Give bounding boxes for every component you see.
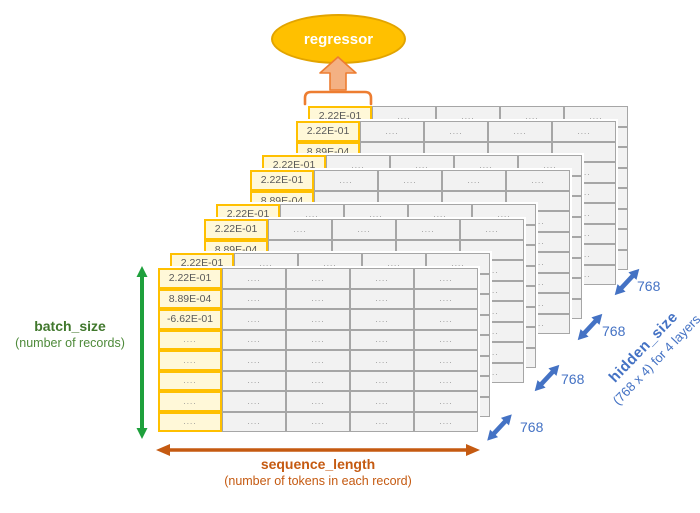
table-cell: ....: [488, 121, 552, 142]
table-cell: ....: [360, 121, 424, 142]
table-cell: ....: [350, 268, 414, 289]
sequence-length-arrow-icon: [156, 444, 480, 456]
table-cell: ....: [414, 329, 478, 350]
table-cell: ....: [332, 219, 396, 240]
table-cell: ....: [350, 329, 414, 350]
table-cell: 2.22E-01: [250, 170, 314, 191]
table-cell: ....: [350, 370, 414, 391]
table-cell: ....: [286, 370, 350, 391]
table-cell: ....: [314, 170, 378, 191]
table-cell: -6.62E-01: [158, 309, 222, 330]
dim-768-label: 768: [637, 278, 661, 294]
table-cell: ....: [414, 268, 478, 289]
dim-768-label: 768: [520, 419, 544, 435]
regressor-label: regressor: [303, 30, 374, 48]
hidden-size-title: hidden_size: [605, 308, 682, 387]
table-cell: ....: [414, 350, 478, 371]
hidden-state-table-front: 2.22E-01................ 8.89E-04........…: [156, 266, 480, 434]
table-cell: ....: [414, 288, 478, 309]
batch-size-title: batch_size: [34, 318, 106, 334]
table-cell: ....: [222, 411, 286, 432]
table-cell: 8.89E-04: [158, 288, 222, 309]
table-cell: ....: [222, 268, 286, 289]
table-cell: ....: [350, 391, 414, 412]
table-cell: ....: [424, 121, 488, 142]
dim-768-label: 768: [602, 323, 626, 339]
table-cell: ....: [158, 411, 222, 432]
table-cell: ....: [158, 329, 222, 350]
table-cell: ....: [350, 288, 414, 309]
sequence-length-title: sequence_length: [260, 456, 376, 472]
table-cell: ....: [414, 309, 478, 330]
dim-768-label: 768: [561, 371, 585, 387]
batch-size-arrow-icon: [136, 266, 148, 439]
hidden-size-label: hidden_size (768 x 4) for 4 layers: [574, 275, 700, 432]
table-cell: ....: [158, 370, 222, 391]
table-cell: ....: [286, 411, 350, 432]
table-cell: ....: [350, 309, 414, 330]
table-cell: 2.22E-01: [204, 219, 268, 240]
batch-size-label: batch_size (number of records): [0, 318, 140, 351]
table-cell: ....: [222, 309, 286, 330]
table-cell: ....: [414, 411, 478, 432]
table-cell: ....: [286, 268, 350, 289]
table-cell: ....: [552, 121, 616, 142]
bracket-icon: [303, 90, 373, 106]
table-cell: ....: [222, 391, 286, 412]
table-cell: ....: [158, 350, 222, 371]
table-cell: ....: [286, 309, 350, 330]
table-cell: ....: [414, 391, 478, 412]
table-cell: ....: [158, 391, 222, 412]
table-cell: 2.22E-01: [158, 268, 222, 289]
sequence-length-label: sequence_length (number of tokens in eac…: [150, 456, 486, 489]
table-cell: ....: [460, 219, 524, 240]
table-cell: ....: [396, 219, 460, 240]
table-cell: 2.22E-01: [296, 121, 360, 142]
sequence-length-subtitle: (number of tokens in each record): [224, 473, 412, 488]
table-cell: ....: [286, 350, 350, 371]
table-cell: ....: [222, 350, 286, 371]
table-cell: ....: [378, 170, 442, 191]
table-cell: ....: [222, 288, 286, 309]
table-cell: ....: [286, 288, 350, 309]
table-cell: ....: [286, 329, 350, 350]
table-cell: ....: [222, 370, 286, 391]
regressor-node: regressor: [271, 14, 406, 64]
table-cell: ....: [268, 219, 332, 240]
batch-size-subtitle: (number of records): [15, 335, 125, 350]
table-cell: ....: [286, 391, 350, 412]
table-cell: ....: [350, 350, 414, 371]
table-cell: ....: [414, 370, 478, 391]
table-cell: ....: [222, 329, 286, 350]
table-cell: ....: [442, 170, 506, 191]
table-cell: ....: [506, 170, 570, 191]
table-cell: ....: [350, 411, 414, 432]
